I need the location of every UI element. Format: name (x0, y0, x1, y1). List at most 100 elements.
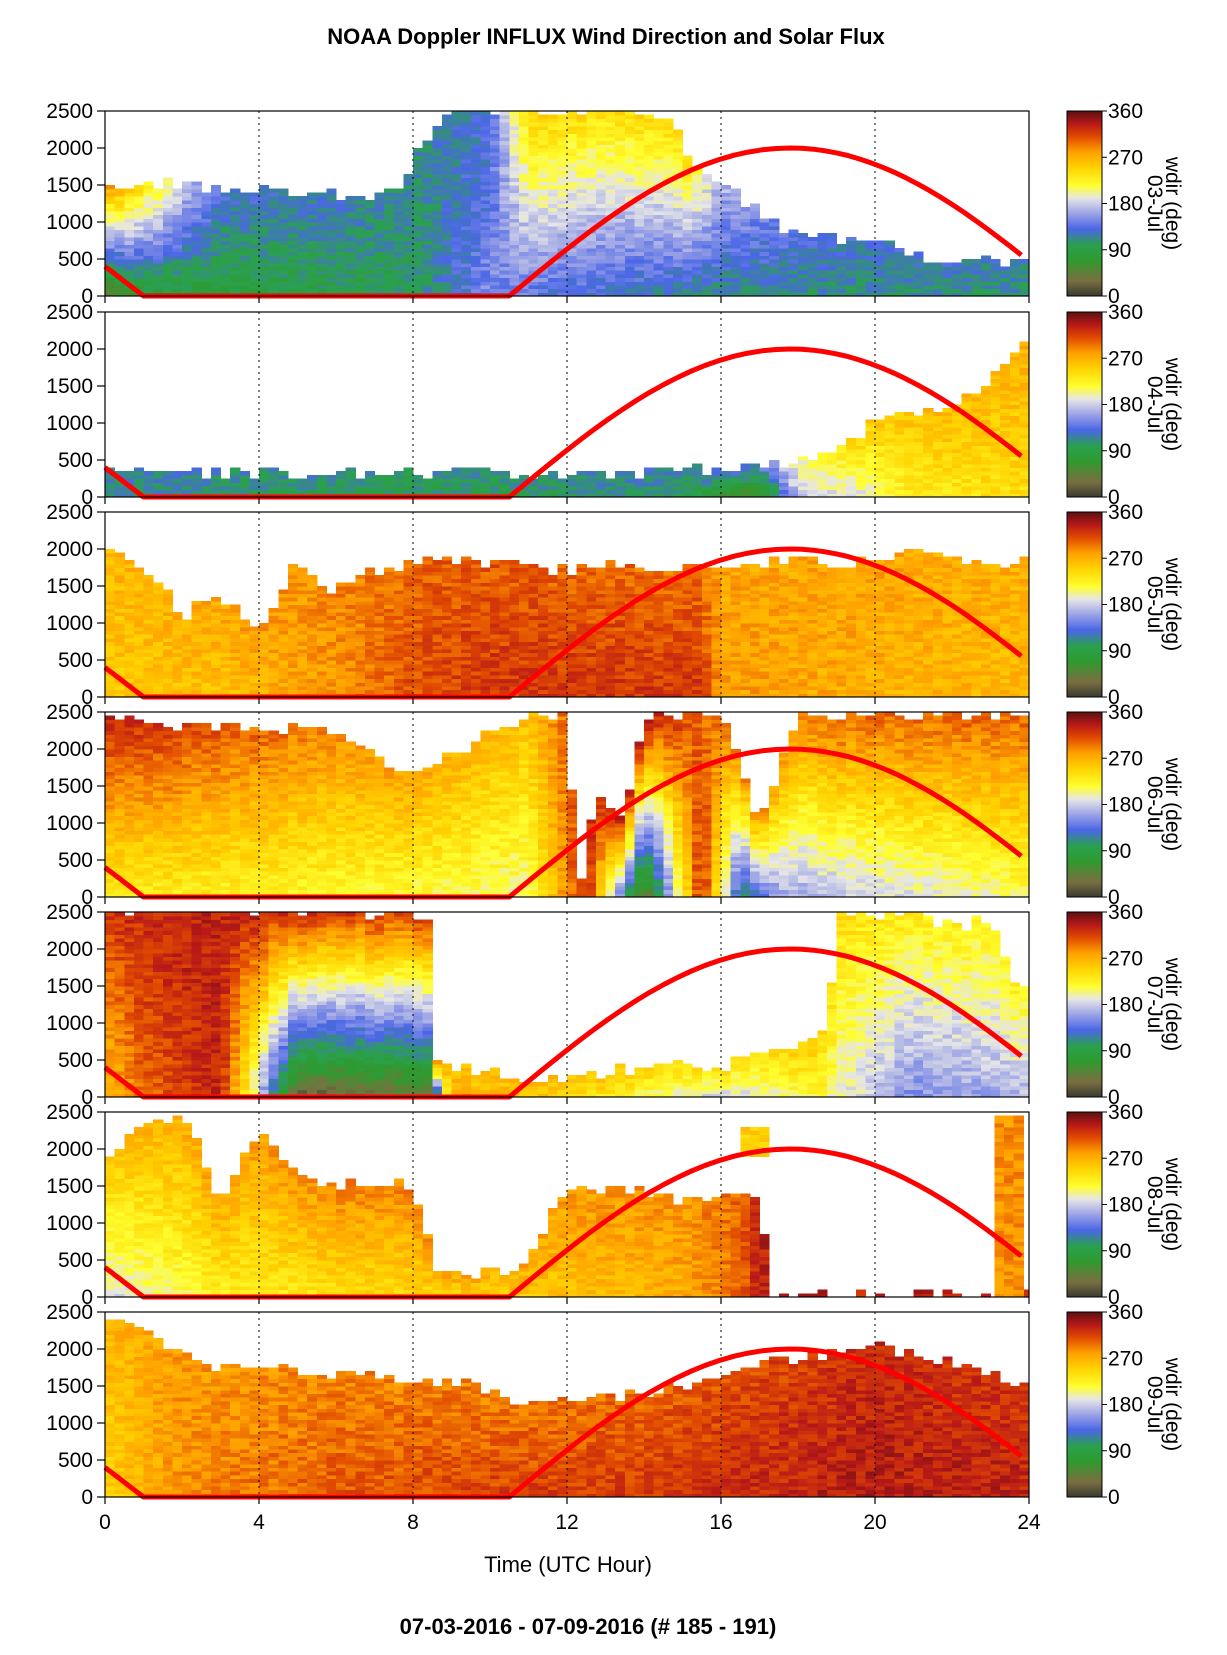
heatmap-cell (548, 144, 558, 148)
heatmap-cell (413, 155, 423, 159)
heatmap-cell (538, 155, 548, 159)
heatmap-cell (432, 289, 442, 293)
colorbar-tick-label: 270 (1108, 146, 1143, 169)
heatmap-cell (278, 664, 288, 668)
heatmap-cell (365, 586, 375, 590)
heatmap-cell (317, 215, 327, 219)
heatmap-cell (1000, 490, 1010, 494)
heatmap-cell (702, 281, 712, 285)
heatmap-cell (779, 285, 789, 289)
heatmap-cell (336, 593, 346, 597)
heatmap-cell (288, 571, 298, 575)
heatmap-cell (644, 174, 654, 178)
heatmap-cell (1000, 401, 1010, 405)
heatmap-cell (548, 148, 558, 152)
heatmap-cell (336, 229, 346, 233)
heatmap-cell (172, 274, 182, 278)
heatmap-cell (885, 278, 895, 282)
heatmap-cell (471, 226, 481, 230)
heatmap-cell (663, 196, 673, 200)
heatmap-cell (962, 259, 972, 263)
heatmap-cell (711, 482, 721, 486)
heatmap-cell (519, 144, 529, 148)
heatmap-cell (625, 218, 635, 222)
heatmap-cell (663, 475, 673, 479)
heatmap-cell (586, 281, 596, 285)
heatmap-cell (509, 259, 519, 263)
heatmap-cell (557, 222, 567, 226)
heatmap-cell (471, 281, 481, 285)
heatmap-cell (577, 118, 587, 122)
heatmap-cell (346, 233, 356, 237)
heatmap-cell (336, 244, 346, 248)
heatmap-cell (105, 638, 115, 642)
heatmap-cell (298, 664, 308, 668)
heatmap-cell (740, 215, 750, 219)
heatmap-cell (336, 285, 346, 289)
heatmap-cell (567, 200, 577, 204)
heatmap-cell (817, 467, 827, 471)
heatmap-cell (461, 278, 471, 282)
heatmap-cell (1019, 371, 1029, 375)
heatmap-cell (153, 667, 163, 671)
heatmap-cell (375, 270, 385, 274)
heatmap-cell (201, 259, 211, 263)
heatmap-cell (326, 605, 336, 609)
heatmap-cell (461, 159, 471, 163)
heatmap-cell (423, 259, 433, 263)
heatmap-cell (134, 575, 144, 579)
heatmap-cell (355, 586, 365, 590)
heatmap-cell (817, 237, 827, 241)
heatmap-cell (307, 475, 317, 479)
heatmap-cell (384, 671, 394, 675)
heatmap-cell (326, 196, 336, 200)
heatmap-cell (808, 278, 818, 282)
heatmap-cell (221, 281, 231, 285)
heatmap-cell (375, 200, 385, 204)
heatmap-cell (731, 259, 741, 263)
heatmap-cell (384, 619, 394, 623)
heatmap-cell (259, 204, 269, 208)
heatmap-cell (827, 482, 837, 486)
heatmap-cell (394, 586, 404, 590)
heatmap-cell (991, 375, 1001, 379)
heatmap-cell (654, 122, 664, 126)
heatmap-cell (529, 163, 539, 167)
heatmap-cell (192, 471, 202, 475)
heatmap-cell (548, 170, 558, 174)
heatmap-cell (952, 430, 962, 434)
heatmap-cell (375, 597, 385, 601)
heatmap-cell (856, 479, 866, 483)
heatmap-cell (500, 152, 510, 156)
heatmap-cell (278, 270, 288, 274)
heatmap-cell (942, 456, 952, 460)
heatmap-cell (144, 608, 154, 612)
heatmap-cell (375, 675, 385, 679)
heatmap-cell (230, 285, 240, 289)
heatmap-cell (346, 586, 356, 590)
heatmap-cell (346, 285, 356, 289)
heatmap-cell (981, 255, 991, 259)
heatmap-cell (644, 118, 654, 122)
heatmap-cell (442, 126, 452, 130)
heatmap-cell (548, 159, 558, 163)
heatmap-cell (144, 653, 154, 657)
heatmap-cell (788, 255, 798, 259)
heatmap-cell (384, 679, 394, 683)
heatmap-cell (182, 671, 192, 675)
heatmap-cell (509, 189, 519, 193)
heatmap-cell (298, 638, 308, 642)
heatmap-cell (423, 170, 433, 174)
heatmap-cell (163, 233, 173, 237)
heatmap-cell (865, 266, 875, 270)
heatmap-cell (663, 278, 673, 282)
heatmap-cell (259, 638, 269, 642)
heatmap-cell (144, 189, 154, 193)
heatmap-cell (355, 222, 365, 226)
heatmap-cell (577, 486, 587, 490)
heatmap-cell (740, 289, 750, 293)
heatmap-cell (654, 200, 664, 204)
heatmap-cell (865, 434, 875, 438)
heatmap-cell (442, 181, 452, 185)
heatmap-cell (298, 601, 308, 605)
